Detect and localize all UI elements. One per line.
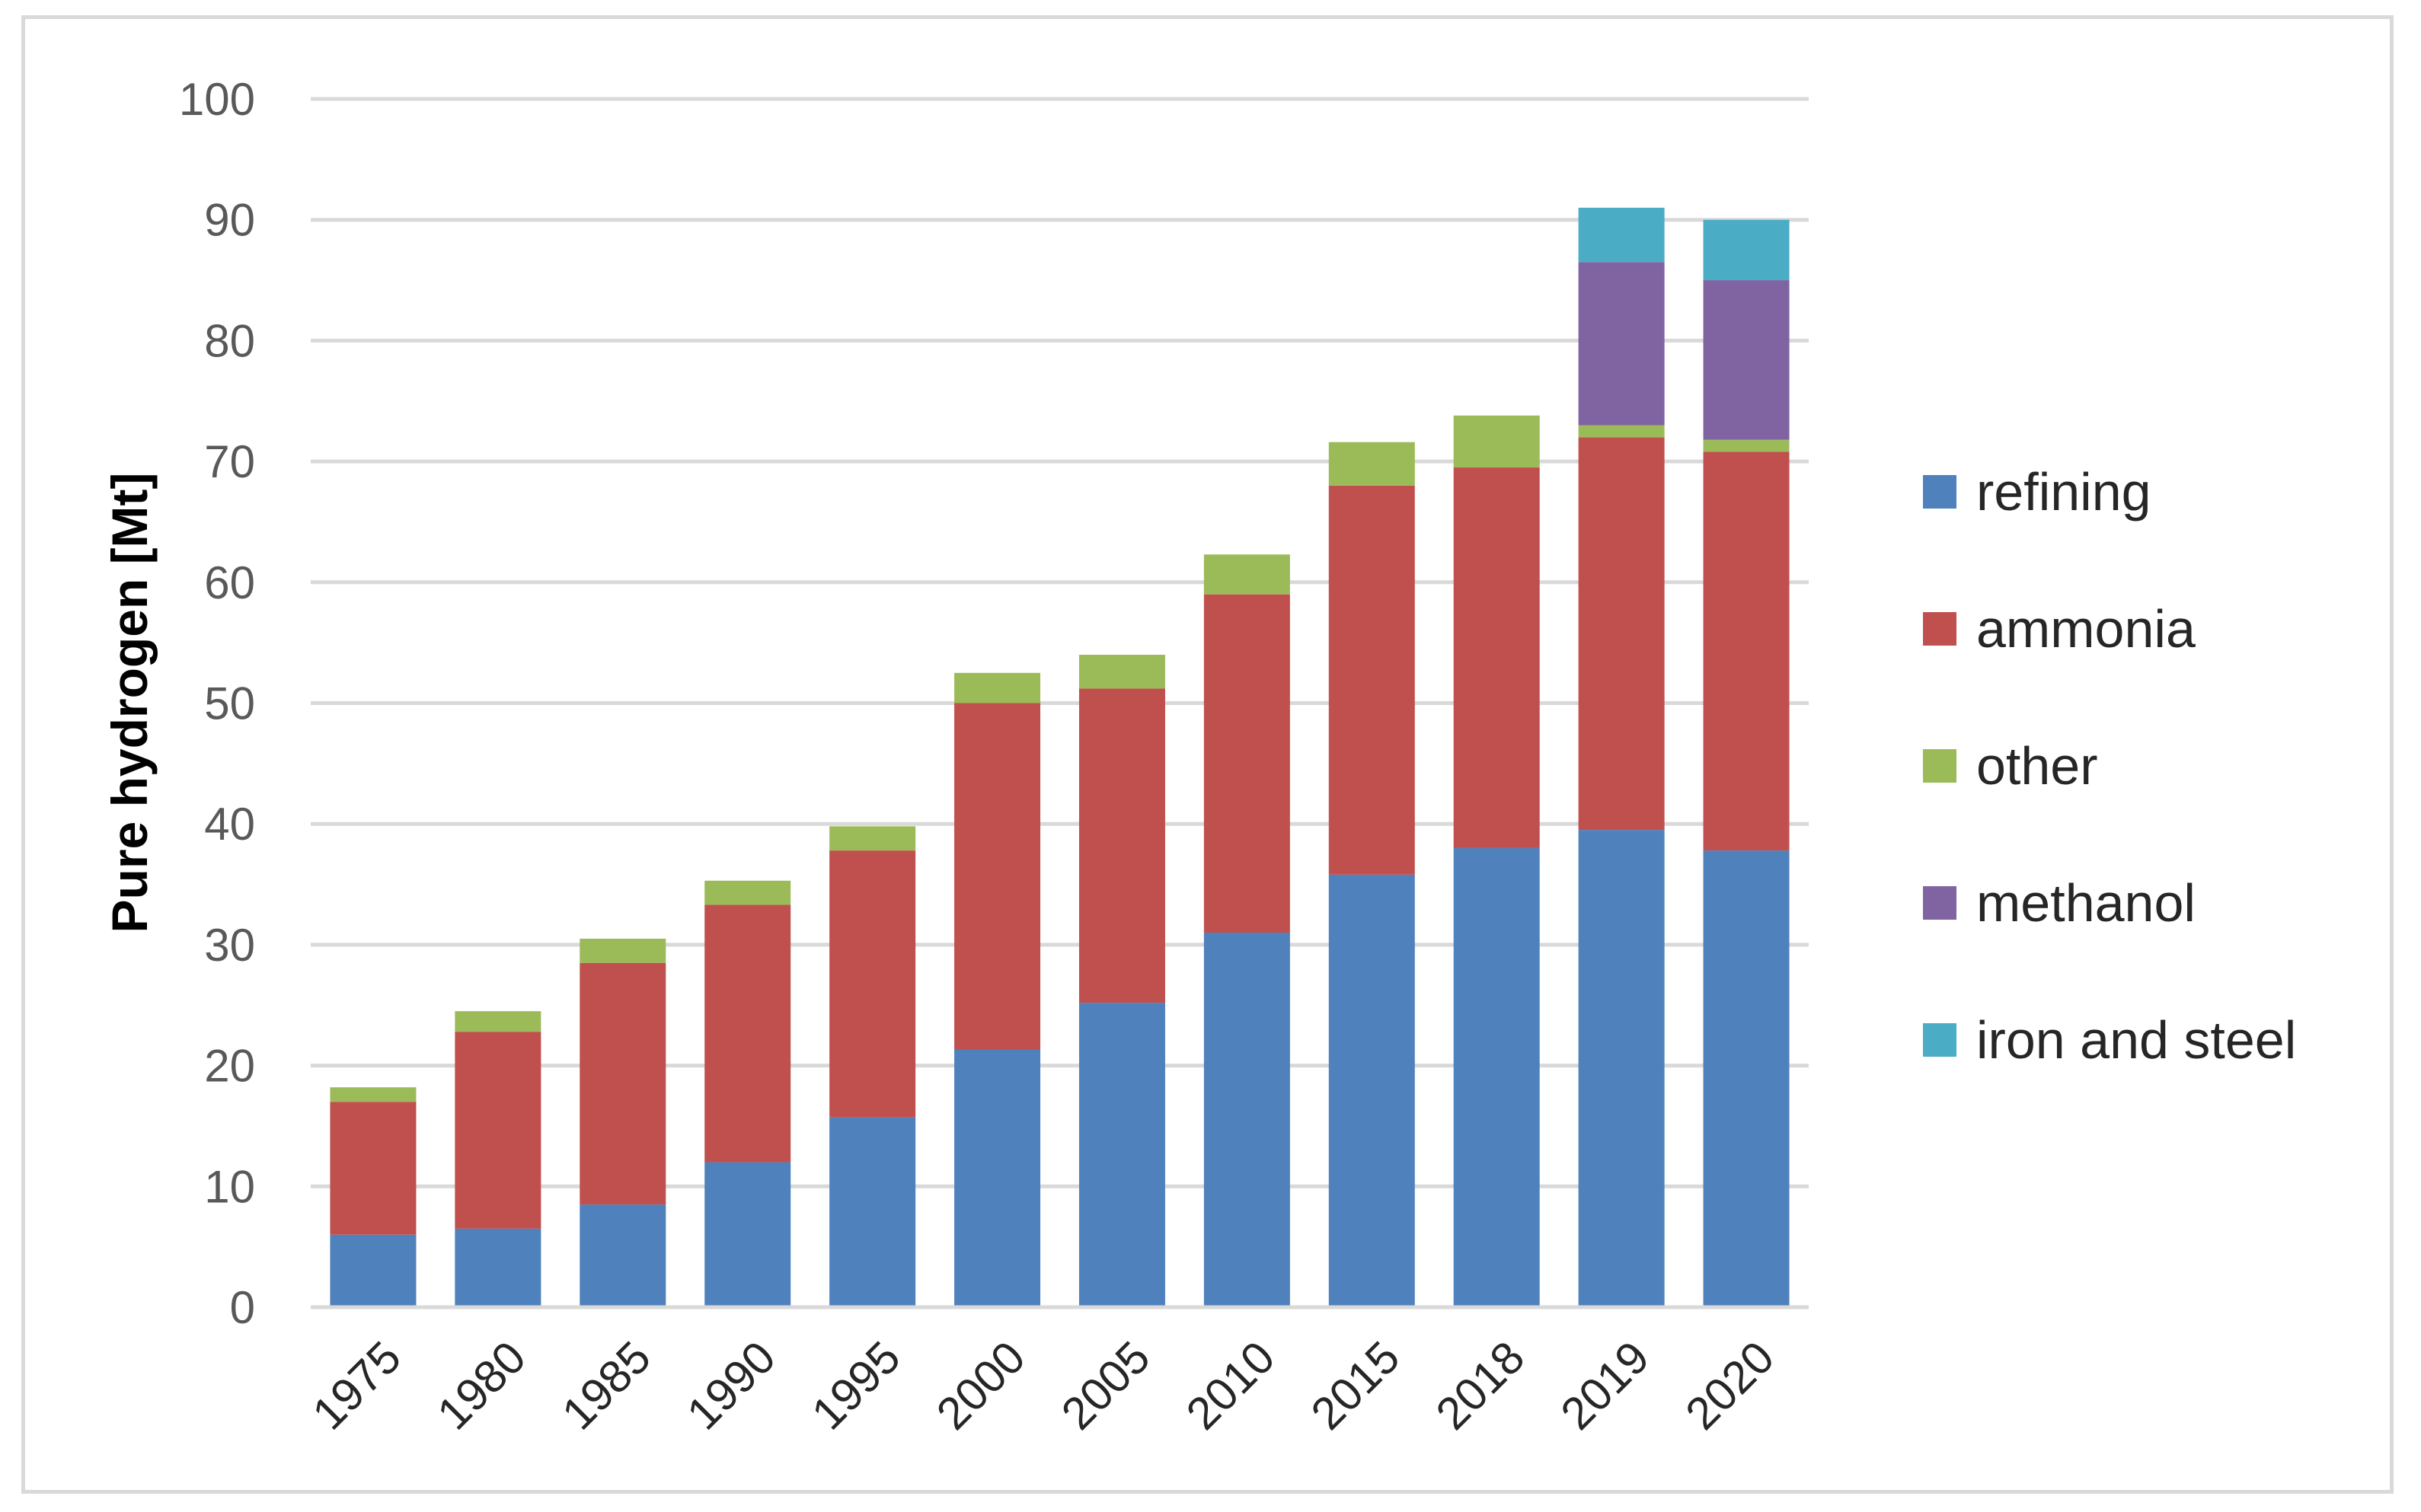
x-tick-label: 2010	[1177, 1332, 1285, 1440]
legend-label-other: other	[1976, 736, 2098, 796]
y-axis-ticks: 0 10 20 30 40 50 60 70 80 90 100	[179, 74, 255, 1333]
bar-segment-iron-and-steel-2019	[1578, 207, 1665, 263]
x-tick-label: 2018	[1426, 1332, 1535, 1440]
y-tick-label: 40	[204, 799, 255, 850]
bar-segment-methanol-2020	[1703, 280, 1790, 440]
x-tick-label: 1980	[427, 1332, 535, 1440]
bar-segment-ammonia-2015	[1328, 485, 1415, 875]
bar-segment-ammonia-2005	[1078, 688, 1165, 1003]
y-axis-title: Pure hydrogen [Mt]	[101, 473, 158, 933]
bar-segment-other-1990	[704, 880, 791, 905]
bar-segment-ammonia-2010	[1203, 594, 1290, 933]
legend-label-refining: refining	[1976, 462, 2151, 522]
x-tick-label: 2000	[927, 1332, 1035, 1440]
bar-segment-refining-1995	[829, 1117, 916, 1307]
bar-segment-refining-1985	[580, 1204, 666, 1307]
bar-segment-refining-2005	[1078, 1003, 1165, 1307]
y-tick-label: 10	[204, 1161, 255, 1212]
bar-segment-ammonia-2000	[954, 703, 1041, 1050]
y-tick-label: 0	[230, 1282, 255, 1333]
y-tick-label: 20	[204, 1041, 255, 1092]
x-tick-label: 2005	[1052, 1332, 1160, 1440]
y-tick-label: 80	[204, 315, 255, 366]
bars	[311, 207, 1809, 1309]
bar-segment-ammonia-1995	[829, 850, 916, 1118]
bar-segment-other-2010	[1203, 554, 1290, 595]
bar-segment-refining-2020	[1703, 850, 1790, 1307]
legend-label-iron-and-steel: iron and steel	[1976, 1010, 2296, 1070]
bar-segment-other-2019	[1578, 425, 1665, 438]
bar-segment-refining-2018	[1453, 847, 1540, 1307]
y-tick-label: 30	[204, 920, 255, 971]
bar-segment-refining-2019	[1578, 830, 1665, 1307]
x-tick-label: 1975	[302, 1332, 410, 1440]
legend-swatch-methanol	[1923, 886, 1956, 920]
bar-segment-refining-2010	[1203, 933, 1290, 1307]
gridlines	[311, 97, 1809, 1309]
bar-segment-ammonia-1985	[580, 962, 666, 1205]
y-tick-label: 50	[204, 678, 255, 729]
bar-segment-refining-1980	[455, 1228, 541, 1307]
bar-segment-other-1975	[330, 1087, 417, 1102]
y-tick-label: 100	[179, 74, 255, 125]
bar-segment-ammonia-2018	[1453, 467, 1540, 848]
y-tick-label: 60	[204, 557, 255, 608]
bar-segment-methanol-2019	[1578, 262, 1665, 426]
bar-segment-refining-2015	[1328, 874, 1415, 1307]
bar-segment-ammonia-2020	[1703, 451, 1790, 851]
y-tick-label: 70	[204, 436, 255, 487]
x-axis-ticks: 1975 1980 1985 1990 1995 2000 2005 2010 2015 2018…	[302, 1332, 1784, 1440]
bar-segment-ammonia-1990	[704, 904, 791, 1163]
bar-segment-other-2000	[954, 672, 1041, 703]
y-tick-label: 90	[204, 195, 255, 246]
bar-segment-refining-1990	[704, 1162, 791, 1307]
legend-swatch-ammonia	[1923, 612, 1956, 646]
x-tick-label: 2019	[1551, 1332, 1659, 1440]
bar-segment-refining-1975	[330, 1234, 417, 1307]
bar-segment-other-2015	[1328, 442, 1415, 486]
legend-swatch-iron-and-steel	[1923, 1023, 1956, 1057]
bar-segment-ammonia-2019	[1578, 437, 1665, 831]
legend: refining ammonia other methanol iron and ste…	[1923, 462, 2296, 1070]
legend-swatch-refining	[1923, 475, 1956, 509]
x-tick-label: 1985	[552, 1332, 660, 1440]
bar-segment-other-2018	[1453, 415, 1540, 468]
x-tick-label: 2015	[1302, 1332, 1410, 1440]
x-tick-label: 1995	[802, 1332, 910, 1440]
bar-segment-other-1985	[580, 938, 666, 963]
bar-segment-other-2005	[1078, 655, 1165, 689]
bar-segment-refining-2000	[954, 1049, 1041, 1307]
legend-label-ammonia: ammonia	[1976, 599, 2196, 659]
x-tick-label: 1990	[677, 1332, 785, 1440]
bar-segment-iron-and-steel-2020	[1703, 219, 1790, 281]
x-tick-label: 2020	[1675, 1332, 1784, 1440]
bar-segment-ammonia-1975	[330, 1102, 417, 1235]
bar-segment-other-1995	[829, 826, 916, 851]
bar-segment-other-2020	[1703, 439, 1790, 452]
legend-swatch-other	[1923, 749, 1956, 783]
bar-segment-other-1980	[455, 1011, 541, 1032]
legend-label-methanol: methanol	[1976, 873, 2196, 933]
bar-segment-ammonia-1980	[455, 1032, 541, 1229]
